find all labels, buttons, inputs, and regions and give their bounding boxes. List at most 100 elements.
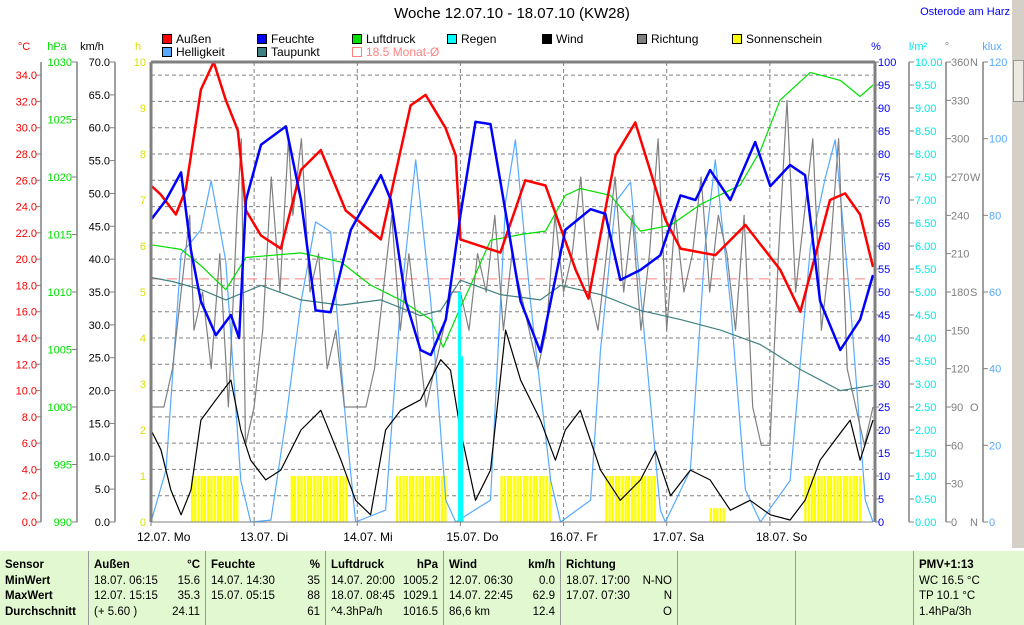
axis-tick-label-rain: 4.00 [915,333,936,345]
sunshine-bar [322,476,326,522]
legend-item[interactable]: Sonnenschein [732,32,822,46]
legend-item[interactable]: Regen [447,32,496,46]
sunshine-bar [437,476,441,522]
axis-tick-label-hum: 45 [878,310,890,322]
sunshine-bar [627,476,631,522]
axis-tick-label-rain: 10.00 [915,57,943,69]
sunshine-bar [516,476,519,522]
legend-item[interactable]: Richtung [637,32,698,46]
axis-unit-wind: km/h [80,41,104,53]
sunshine-bar [826,476,830,522]
axis-tick-label-rain: 0.00 [915,517,936,529]
axis-tick-label-temp: 22.0 [16,228,37,240]
sunshine-bar [503,476,506,522]
axis-tick-label-dir: 180 [951,287,969,299]
axis-tick-label-temp: 8.0 [22,412,37,424]
axis-tick-label-hum: 0 [878,517,884,529]
sunshine-bar [608,476,611,522]
cell-label: TP 10.1 °C [919,590,976,603]
compass-label: N [970,57,978,69]
sunshine-bar [207,476,210,522]
sunshine-bar [219,476,223,522]
sunshine-bar [510,476,513,522]
legend-item[interactable]: 18.5 Monat-Ø [352,45,439,59]
compass-label: N [970,517,978,529]
cell-label: 14.07. 20:00 [331,574,395,587]
sunshine-bar [339,476,342,522]
scrollbar-thumb[interactable] [1013,60,1024,102]
axis-tick-label-temp: 32.0 [16,96,37,108]
vertical-scrollbar[interactable] [1012,0,1024,548]
sunshine-bar [421,476,425,522]
cell-value: 1005.2 [402,574,438,587]
legend-item[interactable]: Wind [542,32,583,46]
stats-column: Luftdruck hPa 14.07. 20:00 1005.2 18.07. 08:… [325,551,443,625]
sunshine-bar [297,476,300,522]
axis-tick-label-sun: 4 [140,333,146,345]
legend-item[interactable]: Taupunkt [257,45,320,59]
column-header: Außen [94,559,130,571]
cell-label: 18.07. 17:00 [566,574,630,587]
axis-tick-label-hum: 95 [878,80,890,92]
axis-tick-label-press: 1030 [48,57,72,69]
axis-unit-dir: ° [945,41,949,53]
axis-tick-label-hum: 80 [878,149,890,161]
axis-tick-label-wind: 25.0 [89,353,110,365]
sunshine-bar [216,476,220,522]
axis-tick-label-sun: 0 [140,517,146,529]
sunshine-bar [200,476,203,522]
legend-swatch-icon [257,33,267,44]
stats-column: Wind km/h 12.07. 06:30 0.0 14.07. 22:45 62.9 8… [443,551,560,625]
cell-value: 15.6 [177,574,200,587]
axis-tick-label-hum: 30 [878,379,890,391]
sunshine-bar [611,476,615,522]
x-tick-label: 14.07. Mi [343,530,392,544]
sunshine-bar [303,476,306,522]
axis-tick-label-press: 1015 [48,230,72,242]
column-header: Richtung [566,559,616,571]
axis-tick-label-temp: 12.0 [16,359,37,371]
legend-swatch-icon [162,33,172,44]
axis-unit-temp: °C [18,41,30,53]
axis-tick-label-wind: 70.0 [89,57,110,69]
sunshine-bar [310,476,313,522]
sunshine-bar [653,476,656,522]
legend-item[interactable]: Helligkeit [162,45,225,59]
sunshine-bar [643,476,647,522]
sunshine-bar [855,476,859,522]
column-unit: % [309,559,320,571]
sunshine-bar [326,476,329,522]
stats-column: PMV+1:13 WC 16.5 °C TP 10.1 °C 1.4hPa/3h [913,551,1024,625]
axis-tick-label-rain: 5.50 [915,264,936,276]
axis-tick-label-wind: 30.0 [89,320,110,332]
stats-column [677,551,795,625]
axis-tick-label-rain: 9.00 [915,103,936,115]
station-link[interactable]: Osterode am Harz [920,6,1010,18]
legend-item[interactable]: Außen [162,32,211,46]
compass-label: O [970,402,979,414]
axis-tick-label-wind: 60.0 [89,123,110,135]
sunshine-bar [842,476,846,522]
axis-tick-label-hum: 40 [878,333,890,345]
legend-item[interactable]: Luftdruck [352,32,415,46]
sunshine-bar [434,476,437,522]
sunshine-bar [807,476,810,522]
cell-value: O [663,606,672,619]
sunshine-bar [859,476,862,522]
axis-tick-label-hum: 10 [878,471,890,483]
axis-tick-label-press: 1005 [48,345,72,357]
legend-swatch-icon [352,46,362,57]
sunshine-bar [190,476,194,522]
sunshine-bar [500,476,503,522]
axis-tick-label-temp: 24.0 [16,202,37,214]
cell-value: N [663,590,672,603]
sunshine-bar [830,476,833,522]
cell-label: (+ 5.60 ) [94,606,138,619]
cell-value: 62.9 [532,590,555,603]
axis-tick-label-wind: 50.0 [89,188,110,200]
sunshine-bar [415,476,418,522]
legend-item[interactable]: Feuchte [257,32,314,46]
sunshine-bar [716,508,719,522]
sunshine-bar [722,508,725,522]
axis-tick-label-wind: 45.0 [89,221,110,233]
